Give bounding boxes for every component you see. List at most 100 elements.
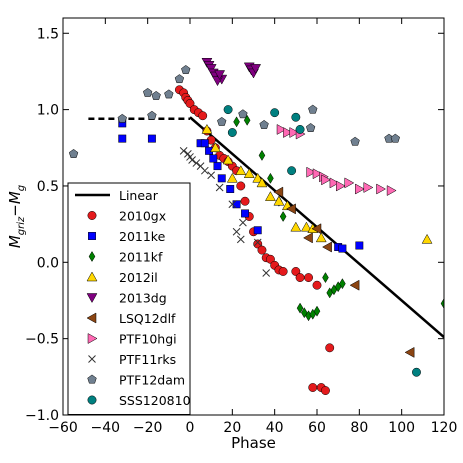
y-tick-label: −1.0 xyxy=(25,408,59,424)
data-point xyxy=(226,185,235,193)
data-point xyxy=(240,196,250,206)
data-point xyxy=(421,233,433,244)
legend-entry: PTF12dam xyxy=(87,373,185,388)
data-point xyxy=(117,113,127,123)
series-ptf10hgi xyxy=(276,124,397,196)
data-point xyxy=(376,183,387,195)
data-point xyxy=(355,241,364,250)
series-ptf11rks xyxy=(179,146,271,277)
data-point xyxy=(276,124,287,135)
data-point xyxy=(363,182,374,193)
data-point xyxy=(192,159,201,167)
x-tick-label: 60 xyxy=(308,420,326,436)
data-point xyxy=(279,211,287,222)
data-point xyxy=(236,181,246,191)
legend-marker xyxy=(88,355,96,363)
legend-label: PTF10hgi xyxy=(119,332,177,347)
data-point xyxy=(253,226,262,235)
series-ptf12dam xyxy=(68,65,400,158)
legend-marker xyxy=(87,374,97,384)
data-point xyxy=(290,221,302,232)
data-point xyxy=(207,171,216,180)
legend-entry: SSS120810 xyxy=(87,393,191,408)
data-point xyxy=(227,128,237,137)
data-point xyxy=(267,172,274,184)
data-point xyxy=(262,269,271,277)
data-point xyxy=(257,245,267,255)
data-point xyxy=(209,154,218,163)
data-point xyxy=(287,166,297,176)
data-point xyxy=(289,127,300,138)
data-point xyxy=(200,139,209,148)
data-point xyxy=(233,116,240,128)
data-point xyxy=(315,232,327,243)
data-point xyxy=(273,195,285,206)
data-point xyxy=(253,238,262,247)
legend: Linear 2010gx 2011ke 2011kf 2012il 2013dg LSQ1… xyxy=(67,182,191,415)
data-point xyxy=(308,383,318,392)
data-point xyxy=(118,134,127,143)
legend-label: 2013dg xyxy=(119,291,167,306)
y-tick-label: 0.5 xyxy=(37,179,59,195)
series-sss120810 xyxy=(223,105,421,377)
data-point xyxy=(253,239,263,249)
x-tick-label: 100 xyxy=(388,420,415,436)
data-point xyxy=(179,146,188,155)
data-point xyxy=(321,386,330,396)
data-point xyxy=(258,149,266,161)
data-point xyxy=(322,272,329,284)
data-point xyxy=(198,111,208,121)
data-point xyxy=(286,203,296,215)
x-tick-label: 80 xyxy=(350,420,368,436)
data-point xyxy=(412,367,421,377)
data-point xyxy=(241,209,249,218)
data-point xyxy=(313,305,321,317)
x-tick-label: −40 xyxy=(91,420,121,436)
legend-label: 2012il xyxy=(119,270,158,285)
x-tick-label: 40 xyxy=(266,420,284,436)
plot-area xyxy=(68,58,444,396)
data-point xyxy=(386,185,397,196)
legend-label: Linear xyxy=(119,188,159,203)
data-point xyxy=(338,244,347,253)
legend-marker xyxy=(88,251,96,262)
data-point xyxy=(312,280,322,290)
legend-entry: Linear xyxy=(75,188,159,203)
data-point xyxy=(265,254,275,264)
data-point xyxy=(209,142,221,153)
series-lsq12dlf xyxy=(273,186,415,358)
data-point xyxy=(273,186,284,198)
data-point xyxy=(329,177,340,189)
data-point xyxy=(147,134,156,143)
series-2011kf xyxy=(233,114,444,322)
data-point xyxy=(214,70,226,81)
data-point xyxy=(235,165,247,175)
data-point xyxy=(308,104,318,114)
data-point xyxy=(239,218,247,227)
data-point xyxy=(250,64,262,74)
data-point xyxy=(349,279,360,291)
plot-frame xyxy=(62,17,445,416)
data-point xyxy=(188,156,196,164)
y-axis-label-sub: griz xyxy=(16,216,27,235)
data-point xyxy=(151,90,161,100)
data-point xyxy=(311,223,322,235)
data-point xyxy=(217,174,226,183)
data-point xyxy=(174,74,185,84)
legend-label: 2010gx xyxy=(119,209,166,224)
data-point xyxy=(265,191,276,201)
data-point xyxy=(236,235,245,244)
data-point xyxy=(68,148,79,158)
x-tick-label: 0 xyxy=(186,420,195,436)
data-point xyxy=(306,166,317,178)
data-point xyxy=(390,133,400,143)
x-tick-label: −60 xyxy=(48,420,78,436)
data-point xyxy=(295,273,305,283)
series-2011ke xyxy=(118,119,364,253)
data-point xyxy=(312,168,323,180)
legend-marker xyxy=(86,293,98,304)
x-tick-label: −20 xyxy=(133,420,163,436)
legend-label: LSQ12dlf xyxy=(119,311,176,326)
axis-ticks: −60 −40 −20 0 20 40 60 80 100 120 −1.0 −0.5 0.0 0.5 1.… xyxy=(25,18,457,436)
